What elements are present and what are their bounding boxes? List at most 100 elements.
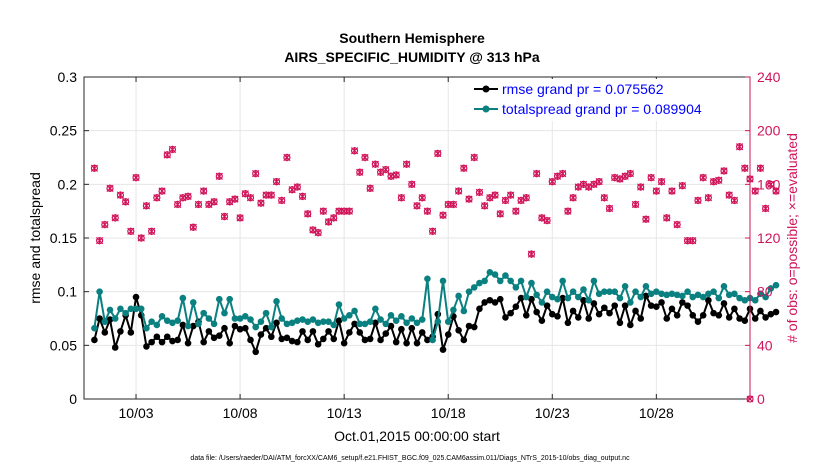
- rmse-point: [143, 343, 150, 350]
- rmse-point: [470, 323, 478, 331]
- rmse-point: [710, 309, 717, 317]
- spread-point: [580, 286, 587, 293]
- rmse-point: [705, 296, 712, 304]
- obs-evaluated-marker: [652, 187, 660, 195]
- obs-evaluated-marker: [101, 220, 109, 229]
- spread-point: [528, 279, 535, 287]
- rmse-point: [262, 324, 270, 332]
- spread-point: [653, 288, 660, 295]
- rmse-point: [481, 299, 488, 306]
- obs-evaluated-marker: [116, 191, 125, 199]
- rmse-point: [346, 329, 353, 336]
- spread-point: [486, 269, 494, 276]
- obs-evaluated-marker: [470, 153, 478, 162]
- obs-evaluated-marker: [148, 227, 156, 235]
- footnote: data file: /Users/raeder/DAI/ATM_forcXX/…: [190, 455, 630, 462]
- obs-evaluated-marker: [210, 198, 218, 206]
- spread-point: [231, 315, 239, 322]
- x-tick-label: 10/23: [535, 405, 570, 421]
- spread-point: [611, 288, 619, 295]
- spread-point: [143, 324, 150, 332]
- obs-evaluated-marker: [189, 223, 197, 231]
- left-tick-label: 0.25: [50, 123, 77, 139]
- spread-point: [564, 294, 572, 302]
- obs-evaluated-marker: [507, 191, 515, 199]
- obs-evaluated-marker: [673, 220, 681, 229]
- legend: rmse grand pr = 0.075562 totalspread gra…: [472, 79, 736, 121]
- spread-point: [132, 305, 140, 313]
- rmse-point: [538, 317, 546, 324]
- right-tick-label: 160: [757, 176, 781, 192]
- obs-evaluated-marker: [704, 194, 712, 202]
- rmse-point: [372, 319, 379, 327]
- rmse-point: [294, 338, 301, 346]
- rmse-point: [127, 329, 135, 336]
- rmse-point: [189, 322, 197, 330]
- obs-evaluated-marker: [314, 228, 322, 237]
- spread-point: [574, 293, 582, 301]
- spread-point: [559, 277, 566, 285]
- spread-point: [392, 317, 400, 324]
- spread-point: [340, 315, 348, 322]
- legend-box: [472, 79, 736, 121]
- spread-point: [762, 293, 769, 301]
- left-axis-label: rmse and totalspread: [27, 172, 43, 304]
- rmse-point: [309, 328, 317, 335]
- rmse-point: [731, 305, 738, 313]
- spread-point: [377, 316, 384, 323]
- obs-evaluated-marker: [657, 177, 666, 186]
- spread-point: [517, 277, 525, 285]
- spread-point: [543, 288, 551, 295]
- rmse-point: [585, 315, 593, 322]
- spread-point: [403, 319, 410, 327]
- obs-evaluated-marker: [647, 173, 655, 182]
- rmse-point: [278, 335, 286, 343]
- obs-evaluated-marker: [408, 180, 416, 189]
- spread-point: [148, 318, 155, 326]
- rmse-point: [231, 322, 239, 330]
- obs-evaluated-marker: [689, 236, 697, 245]
- obs-evaluated-marker: [449, 200, 458, 209]
- rmse-point: [252, 348, 260, 356]
- spread-point: [418, 316, 426, 323]
- rmse-point: [377, 336, 384, 344]
- obs-evaluated-marker: [330, 214, 338, 222]
- spread-point: [241, 313, 249, 320]
- obs-evaluated-marker: [434, 149, 442, 158]
- rmse-point: [273, 319, 280, 327]
- spread-point: [679, 292, 686, 300]
- obs-evaluated-marker: [600, 194, 608, 202]
- spread-point: [450, 306, 457, 314]
- rmse-point: [205, 328, 213, 335]
- rmse-point: [398, 325, 405, 333]
- rmse-point: [611, 302, 619, 309]
- spread-point: [309, 316, 317, 323]
- obs-evaluated-marker: [626, 169, 634, 178]
- legend-spread-marker: [482, 105, 490, 113]
- spread-point: [273, 298, 280, 305]
- spread-point: [684, 288, 691, 295]
- obs-evaluated-marker: [491, 191, 499, 199]
- rmse-point: [257, 331, 265, 338]
- obs-evaluated-marker: [132, 173, 140, 182]
- rmse-point: [91, 336, 98, 344]
- obs-evaluated-marker: [241, 190, 249, 198]
- rmse-point: [496, 295, 504, 303]
- obs-evaluated-marker: [319, 207, 327, 215]
- spread-point: [465, 288, 473, 295]
- spread-point: [481, 277, 488, 285]
- rmse-point: [684, 302, 691, 309]
- rmse-point: [106, 316, 114, 323]
- rmse-point: [387, 322, 395, 330]
- obs-evaluated-marker: [481, 202, 489, 210]
- obs-evaluated-marker: [428, 227, 437, 235]
- obs-evaluated-marker: [631, 200, 640, 209]
- left-axis-ticks: 0 0.05 0.1 0.15 0.2 0.25 0.3: [50, 69, 89, 407]
- obs-evaluated-marker: [122, 198, 130, 206]
- rmse-point: [569, 307, 577, 315]
- spread-point: [137, 305, 145, 313]
- spread-point: [642, 283, 650, 290]
- spread-point: [751, 296, 759, 304]
- spread-point: [715, 294, 723, 302]
